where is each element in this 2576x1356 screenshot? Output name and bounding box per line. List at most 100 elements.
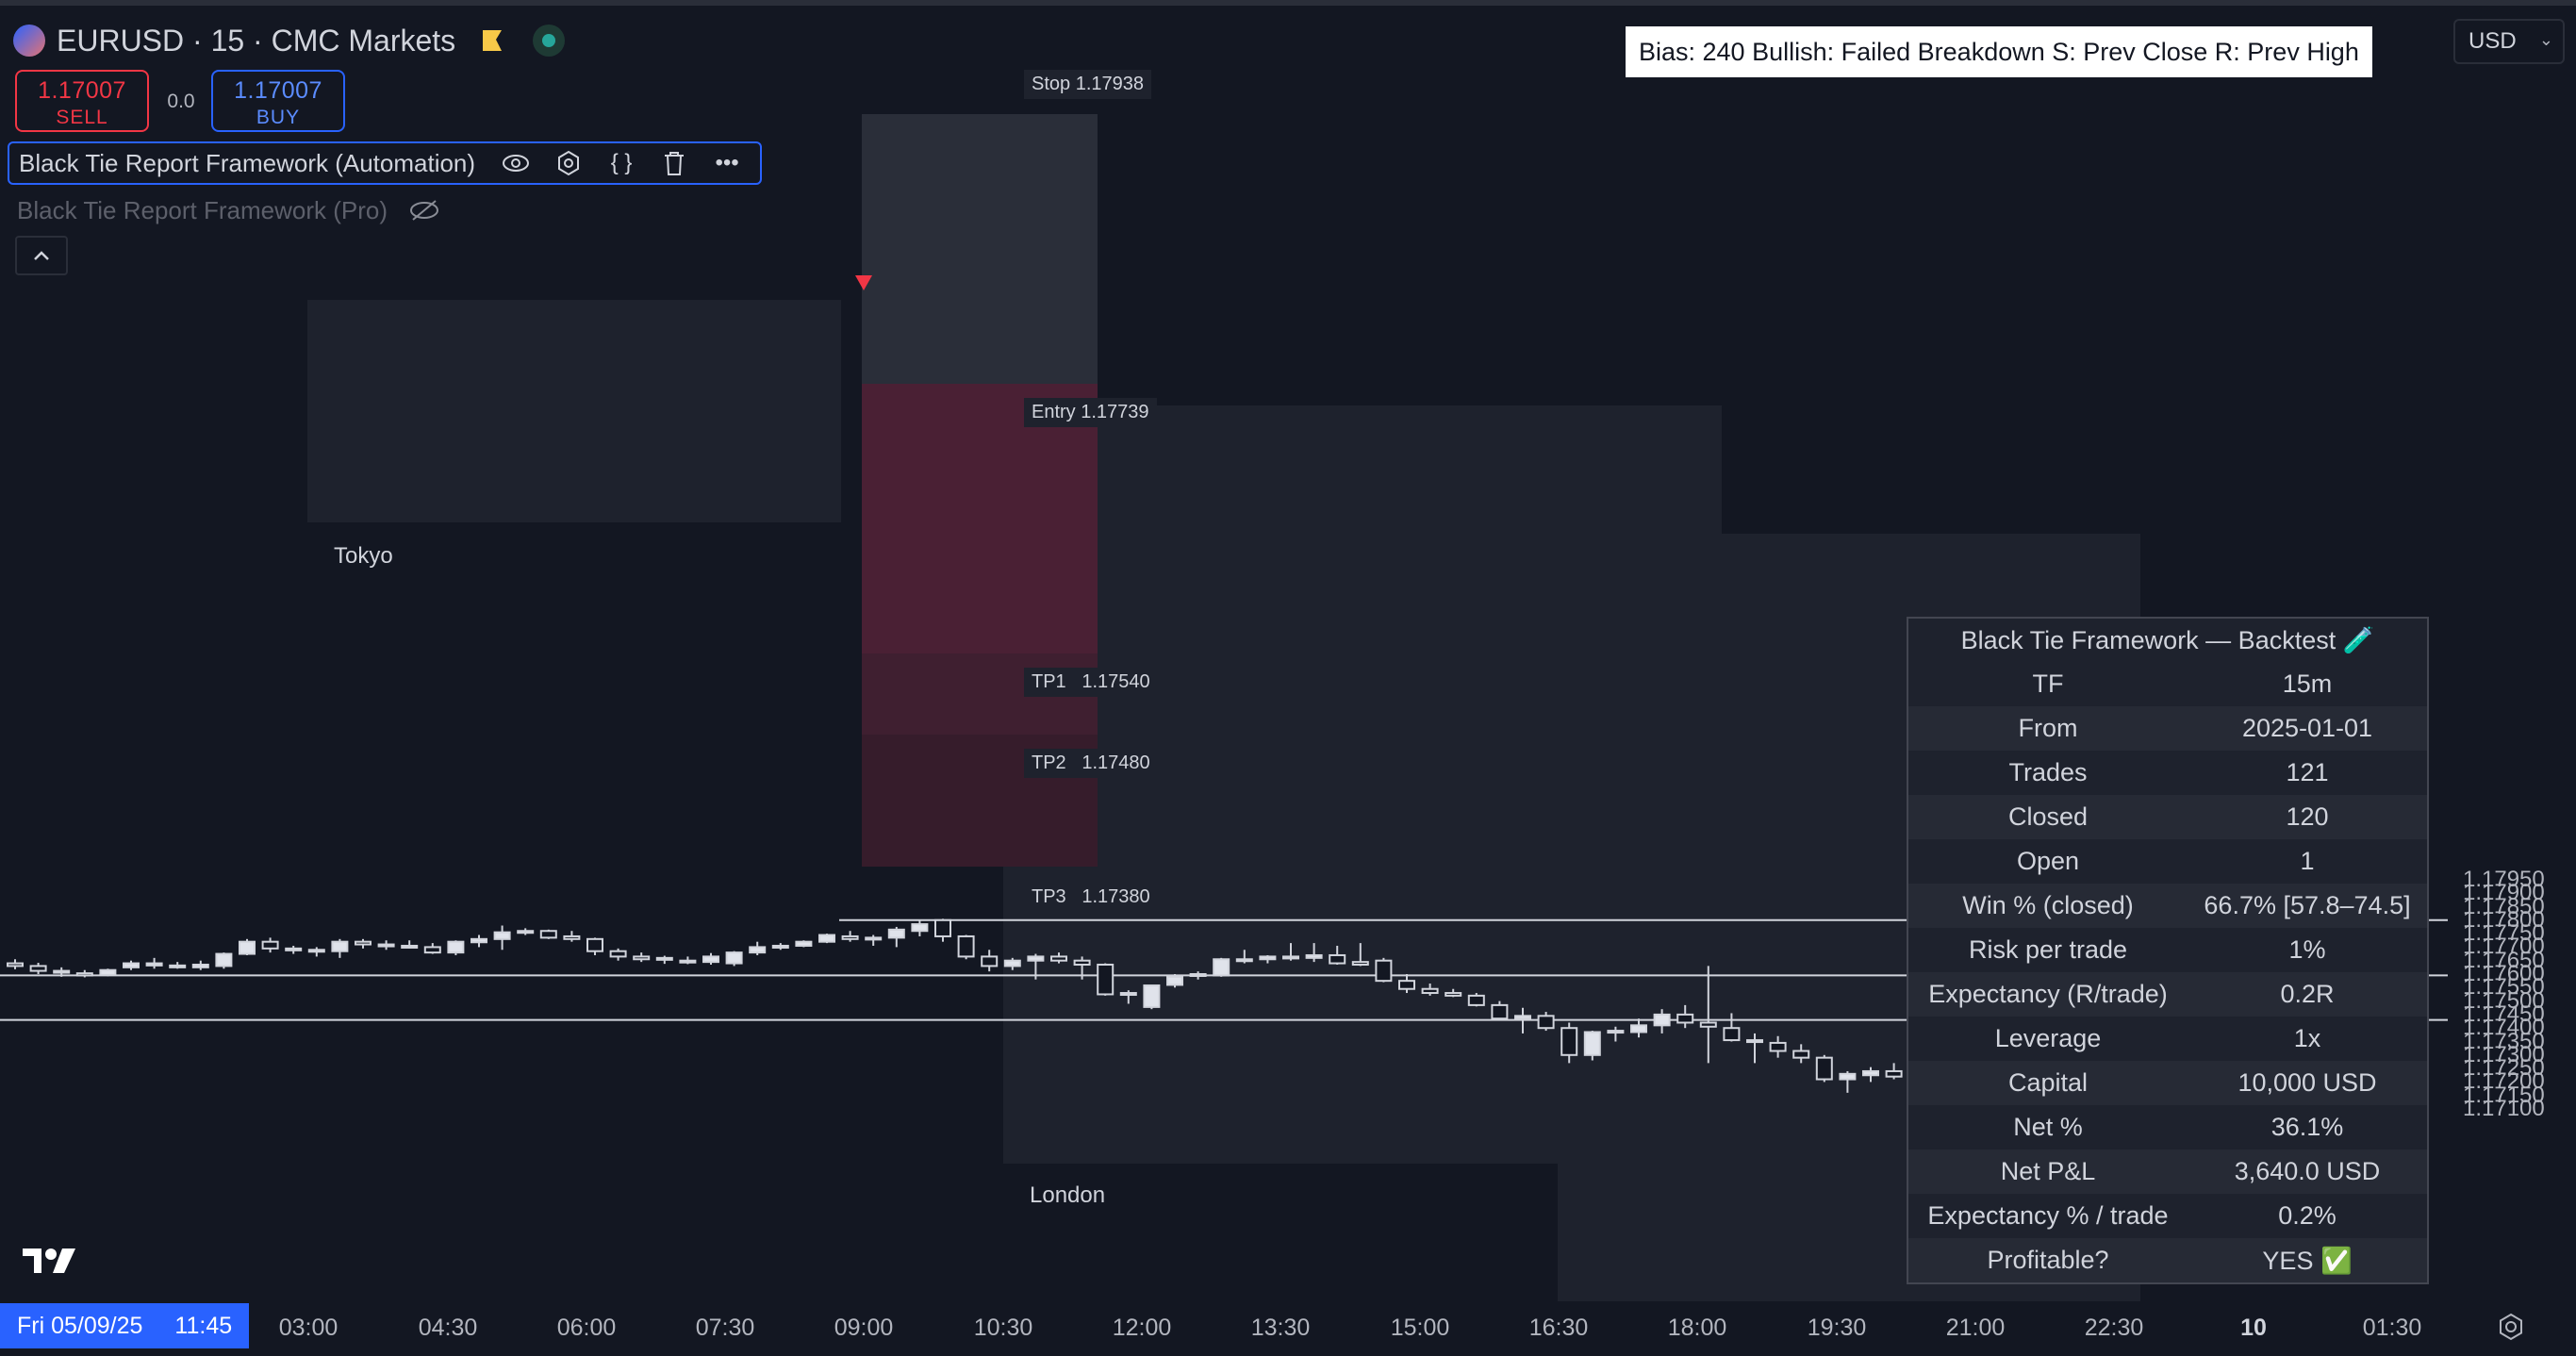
backtest-row: TF 15m (1908, 662, 2427, 706)
tokyo-session-box (307, 300, 841, 522)
candle-body (7, 962, 24, 967)
candle-body (934, 918, 951, 937)
indicator-legend-pro[interactable]: Black Tie Report Framework (Pro) (17, 194, 440, 226)
time-tick: 21:00 (1945, 1315, 2006, 1341)
chart-settings-icon[interactable] (2497, 1313, 2525, 1341)
sell-button[interactable]: 1.17007 SELL (15, 70, 149, 132)
candle-body (1189, 973, 1207, 977)
backtest-metric-value: 3,640.0 USD (2234, 1157, 2381, 1185)
candle-body (1885, 1069, 1903, 1078)
backtest-row: Profitable? YES ✅ (1908, 1238, 2427, 1282)
spread-value: 0.0 (167, 91, 195, 112)
time-tick: 01:30 (2362, 1315, 2422, 1341)
candle-body (1537, 1015, 1555, 1030)
candle-body (1467, 994, 1485, 1006)
chevron-up-icon (34, 251, 49, 260)
price-tick: 1.17350 (2463, 1028, 2545, 1054)
candle-body (749, 946, 767, 954)
price-tick: 1.17100 (2463, 1096, 2545, 1121)
time-tick: 18:00 (1667, 1315, 1727, 1341)
price-tick: 1.17200 (2463, 1068, 2545, 1095)
backtest-metric-label: Risk per trade (1968, 935, 2128, 964)
backtest-row: Trades 121 (1908, 751, 2427, 795)
price-tick: 1.17750 (2463, 920, 2545, 947)
collapse-legend-button[interactable] (15, 236, 68, 275)
price-tick: 1.17800 (2463, 906, 2545, 933)
time-tick: 09:00 (834, 1315, 894, 1341)
backtest-metric-value: 120 (2286, 802, 2329, 831)
candle-body (609, 950, 627, 958)
backtest-metric-value: 121 (2286, 758, 2329, 786)
backtest-metric-label: Open (2016, 847, 2080, 875)
candle-body (285, 947, 303, 951)
backtest-metric-label: Trades (2008, 758, 2088, 786)
backtest-metric-value: 0.2R (2280, 980, 2335, 1008)
backtest-row: Expectancy % / trade 0.2% (1908, 1194, 2427, 1238)
backtest-metric-label: TF (2032, 670, 2064, 698)
candle-body (423, 946, 441, 954)
source-code-icon[interactable]: { } (610, 150, 633, 175)
backtest-row: Capital 10,000 USD (1908, 1061, 2427, 1105)
candle-body (1259, 955, 1277, 961)
candle-body (1305, 953, 1323, 959)
tp3-level-label: TP3 1.17380 (1024, 883, 1158, 912)
candle-body (307, 949, 325, 953)
buy-price: 1.17007 (234, 77, 322, 104)
backtest-metric-value: 10,000 USD (2237, 1068, 2377, 1097)
candle-body (771, 944, 789, 949)
candle-body (1282, 955, 1299, 960)
candle-body (1421, 987, 1439, 995)
more-options-icon[interactable]: ••• (715, 150, 739, 175)
buy-button[interactable]: 1.17007 BUY (211, 70, 345, 132)
currency-value: USD (2469, 28, 2517, 54)
flag-icon[interactable] (480, 28, 504, 53)
symbol-title[interactable]: EURUSD · 15 · CMC Markets (57, 23, 456, 58)
candle-body (1583, 1031, 1601, 1056)
backtest-metric-value: 36.1% (2271, 1113, 2344, 1141)
settings-gear-icon[interactable] (554, 149, 583, 177)
crosshair-date: Fri 05/09/25 (17, 1312, 143, 1339)
candle-body (123, 962, 140, 968)
symbol-header[interactable]: EURUSD · 15 · CMC Markets (13, 19, 566, 62)
backtest-row: Leverage 1x (1908, 1017, 2427, 1061)
backtest-metric-label: Expectancy % / trade (1927, 1201, 2169, 1230)
candle-body (887, 928, 905, 939)
eye-icon[interactable] (502, 149, 530, 177)
chevron-down-icon: ⌄ (2538, 30, 2553, 49)
backtest-metric-value: 66.7% [57.8–74.5] (2204, 891, 2411, 919)
currency-select[interactable]: USD ⌄ (2453, 19, 2565, 64)
price-tick: 1.17550 (2463, 974, 2545, 1000)
candle-body (1329, 953, 1346, 965)
sell-price: 1.17007 (38, 77, 126, 104)
trash-icon[interactable] (660, 149, 688, 177)
candle-body (239, 940, 256, 955)
price-tick: 1.17400 (2463, 1015, 2545, 1041)
backtest-metric-label: Net % (2013, 1113, 2083, 1141)
indicator-legend-automation[interactable]: Black Tie Report Framework (Automation) … (8, 141, 762, 185)
candle-body (471, 937, 487, 944)
candle-body (1815, 1056, 1833, 1081)
tp1-level-label: TP1 1.17540 (1024, 668, 1158, 697)
eye-hidden-icon[interactable] (408, 199, 440, 222)
candle-body (633, 955, 651, 961)
candle-body (1445, 992, 1462, 997)
backtest-table: Black Tie Framework — Backtest 🧪 TF 15m Fr… (1907, 617, 2429, 1284)
backtest-row: Expectancy (R/trade) 0.2R (1908, 972, 2427, 1017)
backtest-metric-label: Win % (closed) (1962, 891, 2134, 919)
symbol-logo-icon (13, 25, 45, 57)
price-tick: 1.17250 (2463, 1055, 2545, 1082)
tradingview-logo[interactable] (21, 1245, 79, 1286)
candle-body (1143, 984, 1161, 1008)
backtest-metric-label: Capital (2007, 1068, 2089, 1097)
market-status-icon (533, 25, 566, 57)
candle-body (1398, 980, 1415, 990)
backtest-metric-label: Leverage (1994, 1024, 2102, 1052)
candle-body (169, 964, 187, 968)
backtest-metric-value: YES ✅ (2262, 1246, 2353, 1275)
candle-body (99, 968, 117, 976)
price-chart[interactable] (0, 0, 2452, 1301)
candle-body (1375, 959, 1393, 983)
candle-body (493, 931, 511, 940)
backtest-row: Net P&L 3,640.0 USD (1908, 1149, 2427, 1194)
stop-zone (862, 114, 1098, 384)
